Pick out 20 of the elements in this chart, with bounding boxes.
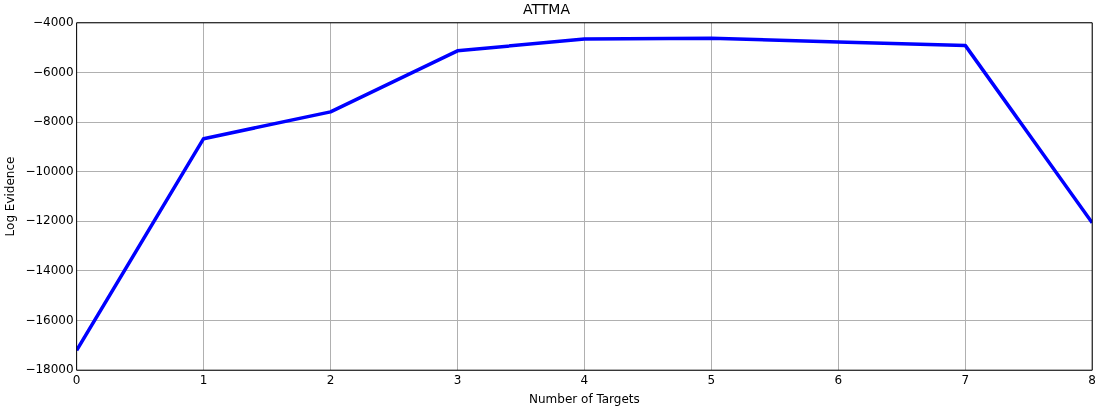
x-tick-label: 4 (580, 372, 589, 387)
x-tick-label: 3 (453, 372, 462, 387)
x-tick-label: 1 (199, 372, 208, 387)
y-tick-label: −4000 (33, 14, 74, 29)
y-tick-label: −14000 (25, 263, 74, 278)
x-tick-label: 8 (1088, 372, 1096, 387)
y-tick-label: −10000 (25, 163, 74, 178)
x-tick-label: 0 (72, 372, 81, 387)
x-tick-label: 5 (707, 372, 716, 387)
chart-title: ATTMA (522, 1, 571, 18)
y-tick-label: −18000 (25, 362, 74, 377)
x-tick-label: 7 (961, 372, 970, 387)
x-tick-label: 2 (326, 372, 335, 387)
y-tick-label: −16000 (25, 312, 74, 327)
y-tick-label: −8000 (33, 114, 74, 129)
x-axis-title: Number of Targets (529, 391, 640, 406)
y-tick-label: −12000 (25, 213, 74, 228)
y-tick-label: −6000 (33, 64, 74, 79)
x-tick-label: 6 (834, 372, 843, 387)
y-axis-title: Log Evidence (3, 156, 18, 237)
